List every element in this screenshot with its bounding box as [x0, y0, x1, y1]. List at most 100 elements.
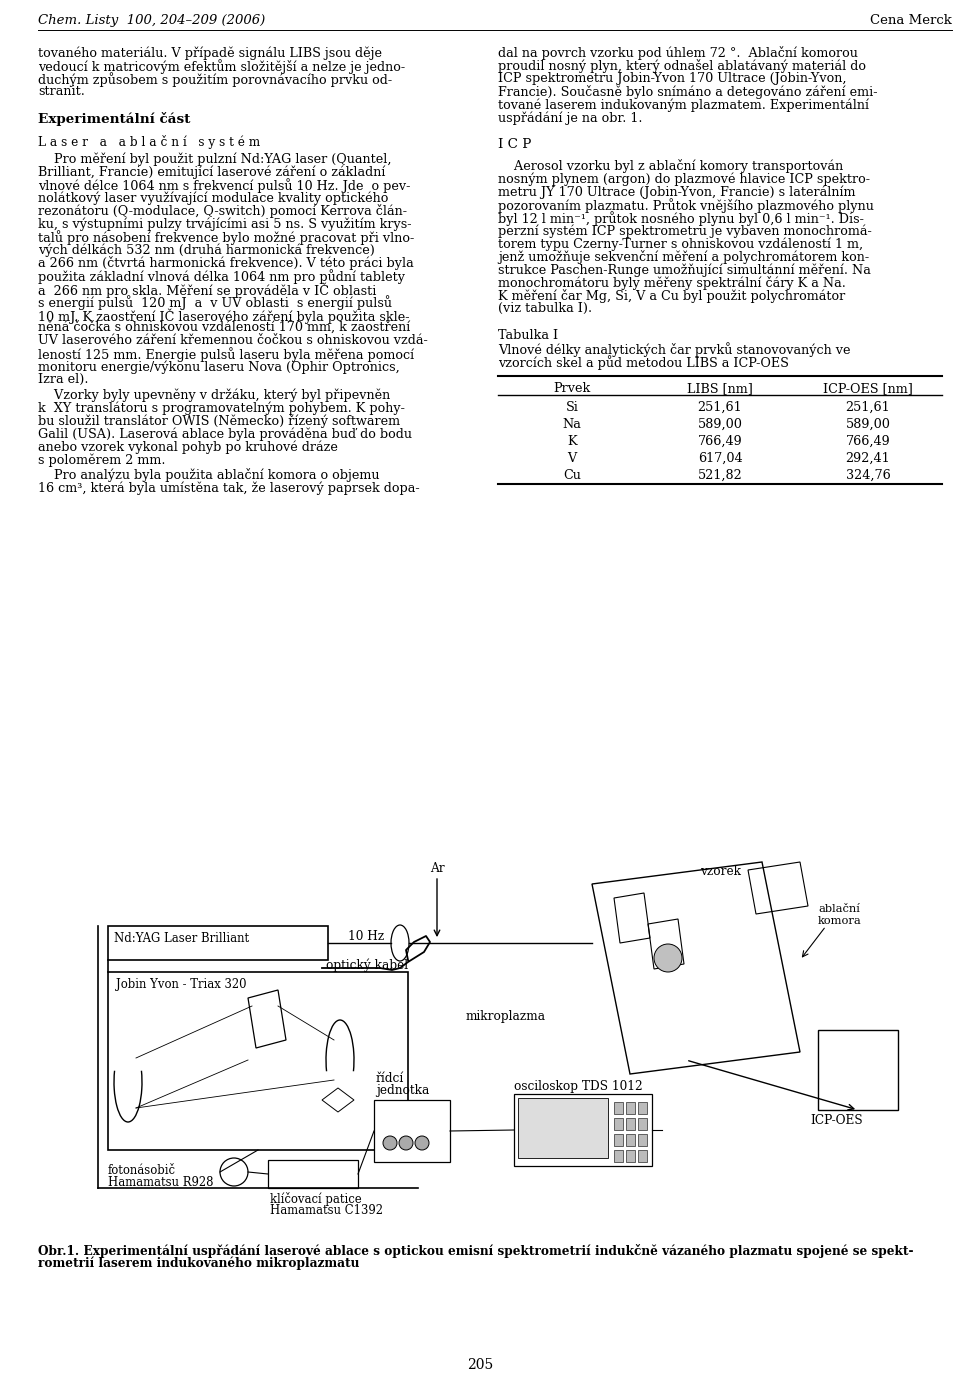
Text: a  266 nm pro skla. Měření se prováděla v IČ oblasti: a 266 nm pro skla. Měření se prováděla v… [38, 282, 376, 297]
Text: K měření čar Mg, Si, V a Cu byl použit polychromátor: K měření čar Mg, Si, V a Cu byl použit p… [498, 289, 845, 303]
Text: Vlnové délky analytických čar prvků stanovovaných ve: Vlnové délky analytických čar prvků stan… [498, 341, 851, 357]
Text: vlnové délce 1064 nm s frekvencí pulsů 10 Hz. Jde  o pev-: vlnové délce 1064 nm s frekvencí pulsů 1… [38, 178, 410, 193]
Text: 205: 205 [467, 1359, 493, 1372]
Text: Cu: Cu [564, 468, 581, 482]
Text: (viz tabulka I).: (viz tabulka I). [498, 303, 592, 315]
Text: něná čočka s ohniskovou vzdáleností 170 mm, k zaostření: něná čočka s ohniskovou vzdáleností 170 … [38, 321, 410, 334]
Text: použita základní vlnová délka 1064 nm pro půdní tablety: použita základní vlnová délka 1064 nm pr… [38, 269, 405, 283]
Text: rometrií laserem indukovaného mikroplazmatu: rometrií laserem indukovaného mikroplazm… [38, 1258, 359, 1270]
Text: s energií pulsů  120 mJ  a  v UV oblasti  s energií pulsů: s energií pulsů 120 mJ a v UV oblasti s … [38, 294, 392, 310]
Text: I C P: I C P [498, 138, 532, 151]
Ellipse shape [391, 925, 409, 960]
Text: Na: Na [563, 417, 582, 431]
Text: V: V [567, 452, 577, 464]
Bar [108, 972, 408, 1150]
Text: 589,00: 589,00 [846, 417, 891, 431]
Text: duchým způsobem s použitím porovnávacího prvku od-: duchým způsobem s použitím porovnávacího… [38, 72, 392, 87]
Text: proudil nosný plyn, který odnašel ablatávaný materiál do: proudil nosný plyn, který odnašel ablatá… [498, 59, 866, 73]
Text: Hamamatsu C1392: Hamamatsu C1392 [270, 1204, 383, 1218]
Text: anebo vzorek vykonal pohyb po kruhové dráze: anebo vzorek vykonal pohyb po kruhové dr… [38, 439, 338, 453]
Text: Jobin Yvon - Triax 320: Jobin Yvon - Triax 320 [116, 978, 247, 991]
Text: Nd:YAG Laser Brilliant: Nd:YAG Laser Brilliant [114, 931, 250, 945]
Text: ICP spektrometru Jobin-Yvon 170 Ultrace (Jobin-Yvon,: ICP spektrometru Jobin-Yvon 170 Ultrace … [498, 72, 847, 86]
Text: jednotka: jednotka [376, 1083, 429, 1097]
Bar [638, 1135, 647, 1146]
Text: perzní systém ICP spektrometru je vybaven monochromá-: perzní systém ICP spektrometru je vybave… [498, 224, 872, 238]
Text: řídcí: řídcí [376, 1072, 404, 1085]
Text: metru JY 170 Ultrace (Jobin-Yvon, Francie) s laterálním: metru JY 170 Ultrace (Jobin-Yvon, Franci… [498, 185, 855, 199]
Text: Si: Si [565, 401, 579, 415]
Circle shape [415, 1136, 429, 1150]
Text: Experimentální část: Experimentální část [38, 112, 190, 126]
Text: ku, s výstupními pulzy trvájícími asi 5 ns. S využitím krys-: ku, s výstupními pulzy trvájícími asi 5 … [38, 217, 412, 231]
Text: Izra el).: Izra el). [38, 373, 88, 386]
Text: Vzorky byly upevněny v držáku, který byl připevněn: Vzorky byly upevněny v držáku, který byl… [38, 388, 391, 402]
Text: Francie). Současně bylo snímáno a detegováno záření emi-: Francie). Současně bylo snímáno a detego… [498, 86, 877, 100]
Text: 589,00: 589,00 [698, 417, 742, 431]
Text: Pro měření byl použit pulzní Nd:YAG laser (Quantel,: Pro měření byl použit pulzní Nd:YAG lase… [38, 152, 392, 166]
Text: rezonátoru (Q-modulace, Q-switch) pomocí Kerrova člán-: rezonátoru (Q-modulace, Q-switch) pomocí… [38, 205, 407, 218]
Text: 766,49: 766,49 [698, 435, 742, 448]
Bar [638, 1101, 647, 1114]
Bar [374, 1100, 450, 1162]
Text: optický kabel: optický kabel [326, 958, 408, 972]
Text: byl 12 l min⁻¹, průtok nosného plynu byl 0,6 l min⁻¹. Dis-: byl 12 l min⁻¹, průtok nosného plynu byl… [498, 211, 864, 225]
Text: fotonásobič: fotonásobič [108, 1164, 176, 1177]
Bar [626, 1101, 635, 1114]
Text: Galil (USA). Laserová ablace byla prováděna buď do bodu: Galil (USA). Laserová ablace byla provád… [38, 427, 412, 441]
Text: tovaného materiálu. V případě signálu LIBS jsou děje: tovaného materiálu. V případě signálu LI… [38, 46, 382, 59]
Text: komora: komora [818, 916, 862, 926]
Text: K: K [567, 435, 577, 448]
Text: mikroplazma: mikroplazma [466, 1010, 546, 1023]
Text: 324,76: 324,76 [846, 468, 890, 482]
Text: ICP-OES: ICP-OES [810, 1114, 863, 1126]
Bar [518, 1099, 608, 1158]
Text: s poloměrem 2 mm.: s poloměrem 2 mm. [38, 453, 165, 467]
Text: vedoucí k matricovým efektům složitější a nelze je jedno-: vedoucí k matricovým efektům složitější … [38, 59, 405, 73]
Bar [614, 1101, 623, 1114]
Bar [108, 926, 328, 960]
Text: Tabulka I: Tabulka I [498, 329, 558, 341]
Bar [818, 1030, 898, 1110]
Bar [626, 1118, 635, 1130]
Text: nolátkový laser využívající modulace kvality optického: nolátkový laser využívající modulace kva… [38, 191, 389, 205]
Text: talů pro násobení frekvence bylo možné pracovat při vlno-: talů pro násobení frekvence bylo možné p… [38, 229, 415, 245]
Text: vzorek: vzorek [700, 865, 741, 878]
Text: dal na povrch vzorku pod úhlem 72 °.  Ablační komorou: dal na povrch vzorku pod úhlem 72 °. Abl… [498, 46, 858, 59]
Text: UV laserového záření křemennou čočkou s ohniskovou vzdá-: UV laserového záření křemennou čočkou s … [38, 334, 428, 347]
Text: osciloskop TDS 1012: osciloskop TDS 1012 [514, 1079, 643, 1093]
Text: Pro analýzu byla použita ablační komora o objemu: Pro analýzu byla použita ablační komora … [38, 468, 379, 482]
Circle shape [383, 1136, 397, 1150]
Text: Brilliant, Francie) emitující laserové záření o základní: Brilliant, Francie) emitující laserové z… [38, 164, 385, 178]
Text: 251,61: 251,61 [846, 401, 890, 415]
Text: Cena Merck: Cena Merck [870, 14, 952, 28]
Text: Hamamatsu R928: Hamamatsu R928 [108, 1176, 213, 1189]
Circle shape [654, 944, 682, 972]
Text: 766,49: 766,49 [846, 435, 890, 448]
Text: bu sloužil translátor OWIS (Německo) řízený softwarem: bu sloužil translátor OWIS (Německo) říz… [38, 415, 400, 427]
Bar [626, 1135, 635, 1146]
Text: 292,41: 292,41 [846, 452, 890, 464]
Text: 10 Hz: 10 Hz [348, 930, 384, 943]
Text: 16 cm³, která byla umístěna tak, že laserový paprsek dopa-: 16 cm³, která byla umístěna tak, že lase… [38, 481, 420, 495]
Text: torem typu Czerny-Turner s ohniskovou vzdáleností 1 m,: torem typu Czerny-Turner s ohniskovou vz… [498, 236, 863, 250]
Text: leností 125 mm. Energie pulsů laseru byla měřena pomocí: leností 125 mm. Energie pulsů laseru byl… [38, 347, 414, 362]
Text: Obr.1. Experimentální uspřádání laserové ablace s optickou emisní spektrometrií : Obr.1. Experimentální uspřádání laserové… [38, 1244, 914, 1258]
Bar [638, 1118, 647, 1130]
Text: 251,61: 251,61 [698, 401, 742, 415]
Text: vých délkách 532 nm (druhá harmonická frekvence): vých délkách 532 nm (druhá harmonická fr… [38, 243, 374, 257]
Bar [614, 1150, 623, 1162]
Text: Ar: Ar [430, 862, 444, 875]
Text: 617,04: 617,04 [698, 452, 742, 464]
Bar [514, 1095, 652, 1166]
Bar [268, 1159, 358, 1189]
Text: 521,82: 521,82 [698, 468, 742, 482]
Text: monitoru energie/výkonu laseru Nova (Ophir Optronics,: monitoru energie/výkonu laseru Nova (Oph… [38, 359, 399, 373]
Bar [638, 1150, 647, 1162]
Text: ablační: ablační [818, 904, 860, 914]
Text: monochromátoru byly měřeny spektrální čáry K a Na.: monochromátoru byly měřeny spektrální čá… [498, 276, 846, 290]
Bar [614, 1118, 623, 1130]
Text: vzorcích skel a půd metodou LIBS a ICP-OES: vzorcích skel a půd metodou LIBS a ICP-O… [498, 355, 789, 370]
Text: k  XY translátoru s programovatelným pohybem. K pohy-: k XY translátoru s programovatelným pohy… [38, 401, 405, 415]
Text: 10 mJ. K zaostření IČ laserového záření byla použita skle-: 10 mJ. K zaostření IČ laserového záření … [38, 308, 410, 323]
